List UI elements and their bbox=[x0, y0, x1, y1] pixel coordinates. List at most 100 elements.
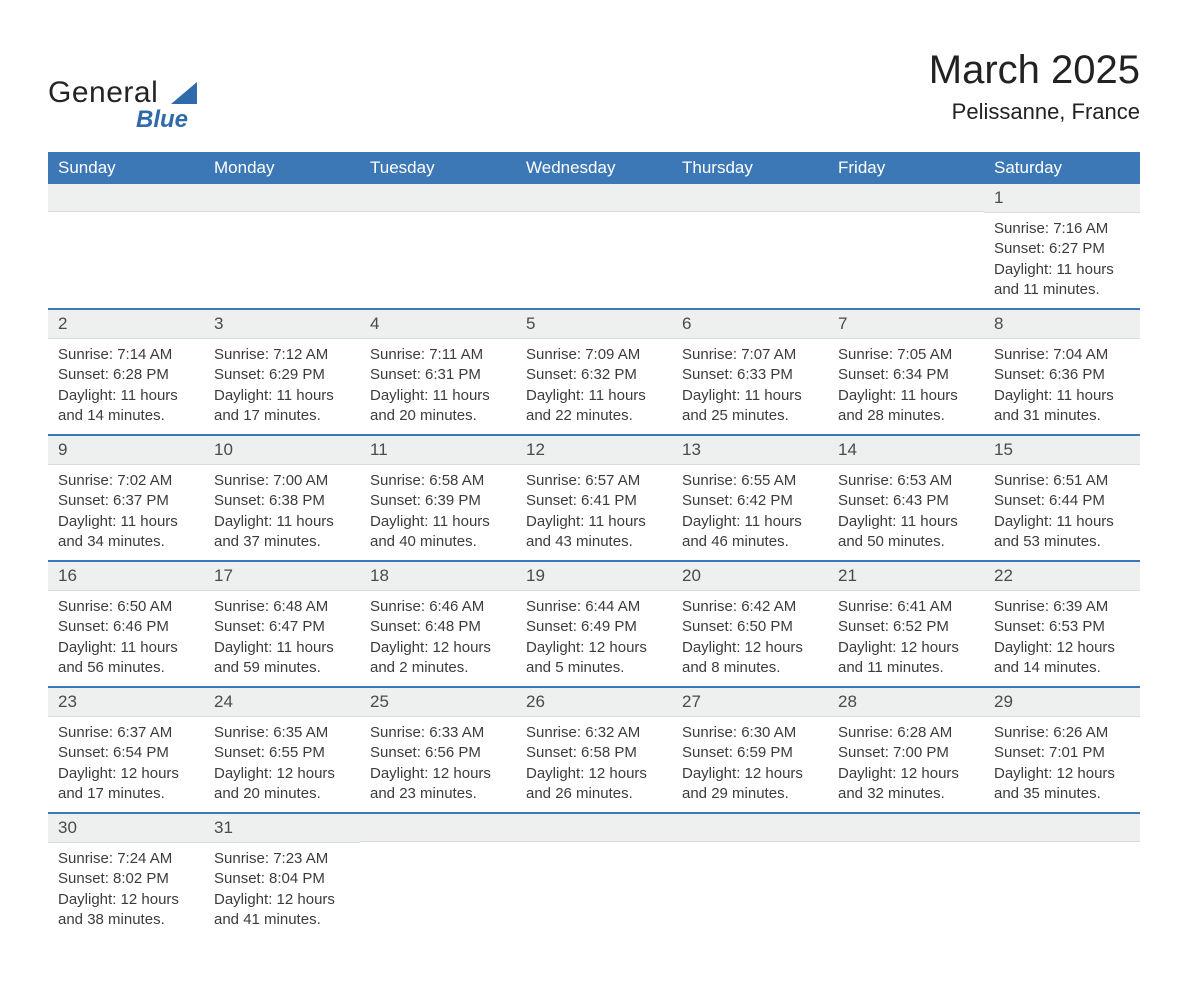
day-number: 3 bbox=[204, 310, 360, 339]
calendar-day: 2Sunrise: 7:14 AMSunset: 6:28 PMDaylight… bbox=[48, 310, 204, 434]
day-dl2: and 41 minutes. bbox=[214, 910, 350, 930]
day-sunset: Sunset: 6:53 PM bbox=[994, 617, 1130, 637]
day-details: Sunrise: 6:51 AMSunset: 6:44 PMDaylight:… bbox=[984, 465, 1140, 560]
day-dl1: Daylight: 11 hours bbox=[214, 512, 350, 532]
day-sunrise: Sunrise: 6:58 AM bbox=[370, 471, 506, 491]
day-sunset: Sunset: 6:29 PM bbox=[214, 365, 350, 385]
calendar-day: 8Sunrise: 7:04 AMSunset: 6:36 PMDaylight… bbox=[984, 310, 1140, 434]
day-details: Sunrise: 6:35 AMSunset: 6:55 PMDaylight:… bbox=[204, 717, 360, 812]
day-details: Sunrise: 6:42 AMSunset: 6:50 PMDaylight:… bbox=[672, 591, 828, 686]
day-number bbox=[48, 184, 204, 212]
day-sunrise: Sunrise: 6:30 AM bbox=[682, 723, 818, 743]
calendar-day-blank bbox=[828, 184, 984, 308]
day-dl1: Daylight: 12 hours bbox=[838, 764, 974, 784]
day-sunrise: Sunrise: 6:39 AM bbox=[994, 597, 1130, 617]
day-sunrise: Sunrise: 6:26 AM bbox=[994, 723, 1130, 743]
day-number: 4 bbox=[360, 310, 516, 339]
day-sunrise: Sunrise: 7:07 AM bbox=[682, 345, 818, 365]
day-number: 27 bbox=[672, 688, 828, 717]
day-details: Sunrise: 6:46 AMSunset: 6:48 PMDaylight:… bbox=[360, 591, 516, 686]
day-dl2: and 37 minutes. bbox=[214, 532, 350, 552]
day-details: Sunrise: 6:37 AMSunset: 6:54 PMDaylight:… bbox=[48, 717, 204, 812]
day-number: 13 bbox=[672, 436, 828, 465]
day-number: 21 bbox=[828, 562, 984, 591]
calendar-day: 17Sunrise: 6:48 AMSunset: 6:47 PMDayligh… bbox=[204, 562, 360, 686]
day-number: 2 bbox=[48, 310, 204, 339]
calendar-day-blank bbox=[672, 184, 828, 308]
calendar-week: 1Sunrise: 7:16 AMSunset: 6:27 PMDaylight… bbox=[48, 184, 1140, 310]
day-dl1: Daylight: 12 hours bbox=[370, 764, 506, 784]
day-dl2: and 2 minutes. bbox=[370, 658, 506, 678]
day-number: 7 bbox=[828, 310, 984, 339]
calendar-day: 31Sunrise: 7:23 AMSunset: 8:04 PMDayligh… bbox=[204, 814, 360, 938]
day-number bbox=[516, 814, 672, 842]
day-dl2: and 14 minutes. bbox=[58, 406, 194, 426]
day-dl1: Daylight: 12 hours bbox=[526, 638, 662, 658]
day-sunset: Sunset: 6:38 PM bbox=[214, 491, 350, 511]
day-dl1: Daylight: 11 hours bbox=[682, 512, 818, 532]
calendar-day: 14Sunrise: 6:53 AMSunset: 6:43 PMDayligh… bbox=[828, 436, 984, 560]
day-number: 29 bbox=[984, 688, 1140, 717]
day-dl2: and 53 minutes. bbox=[994, 532, 1130, 552]
day-sunset: Sunset: 8:02 PM bbox=[58, 869, 194, 889]
day-number bbox=[360, 184, 516, 212]
day-sunrise: Sunrise: 6:28 AM bbox=[838, 723, 974, 743]
day-sunrise: Sunrise: 7:09 AM bbox=[526, 345, 662, 365]
day-dl2: and 31 minutes. bbox=[994, 406, 1130, 426]
day-dl2: and 34 minutes. bbox=[58, 532, 194, 552]
day-sunrise: Sunrise: 7:14 AM bbox=[58, 345, 194, 365]
day-number: 20 bbox=[672, 562, 828, 591]
day-details: Sunrise: 6:53 AMSunset: 6:43 PMDaylight:… bbox=[828, 465, 984, 560]
day-dl1: Daylight: 12 hours bbox=[214, 890, 350, 910]
title-block: March 2025 Pelissanne, France bbox=[929, 48, 1140, 125]
day-dl2: and 38 minutes. bbox=[58, 910, 194, 930]
calendar-day: 26Sunrise: 6:32 AMSunset: 6:58 PMDayligh… bbox=[516, 688, 672, 812]
calendar-day: 22Sunrise: 6:39 AMSunset: 6:53 PMDayligh… bbox=[984, 562, 1140, 686]
calendar-day: 18Sunrise: 6:46 AMSunset: 6:48 PMDayligh… bbox=[360, 562, 516, 686]
day-dl2: and 22 minutes. bbox=[526, 406, 662, 426]
calendar-week: 30Sunrise: 7:24 AMSunset: 8:02 PMDayligh… bbox=[48, 814, 1140, 938]
day-details: Sunrise: 6:30 AMSunset: 6:59 PMDaylight:… bbox=[672, 717, 828, 812]
day-sunrise: Sunrise: 7:11 AM bbox=[370, 345, 506, 365]
day-number: 15 bbox=[984, 436, 1140, 465]
day-dl1: Daylight: 11 hours bbox=[214, 638, 350, 658]
calendar-day-blank bbox=[360, 814, 516, 938]
day-dl1: Daylight: 11 hours bbox=[682, 386, 818, 406]
calendar-day: 20Sunrise: 6:42 AMSunset: 6:50 PMDayligh… bbox=[672, 562, 828, 686]
weekday-header: Saturday bbox=[984, 152, 1140, 184]
day-number bbox=[516, 184, 672, 212]
day-number: 6 bbox=[672, 310, 828, 339]
day-details: Sunrise: 7:05 AMSunset: 6:34 PMDaylight:… bbox=[828, 339, 984, 434]
day-dl1: Daylight: 12 hours bbox=[682, 638, 818, 658]
day-dl2: and 23 minutes. bbox=[370, 784, 506, 804]
calendar-day: 24Sunrise: 6:35 AMSunset: 6:55 PMDayligh… bbox=[204, 688, 360, 812]
day-sunset: Sunset: 7:01 PM bbox=[994, 743, 1130, 763]
day-sunrise: Sunrise: 6:55 AM bbox=[682, 471, 818, 491]
day-sunrise: Sunrise: 7:00 AM bbox=[214, 471, 350, 491]
day-sunset: Sunset: 6:54 PM bbox=[58, 743, 194, 763]
day-sunset: Sunset: 6:49 PM bbox=[526, 617, 662, 637]
day-dl1: Daylight: 11 hours bbox=[526, 386, 662, 406]
day-number: 28 bbox=[828, 688, 984, 717]
day-number bbox=[828, 184, 984, 212]
day-dl2: and 40 minutes. bbox=[370, 532, 506, 552]
day-sunset: Sunset: 6:44 PM bbox=[994, 491, 1130, 511]
day-number: 14 bbox=[828, 436, 984, 465]
day-details: Sunrise: 7:04 AMSunset: 6:36 PMDaylight:… bbox=[984, 339, 1140, 434]
day-details: Sunrise: 7:02 AMSunset: 6:37 PMDaylight:… bbox=[48, 465, 204, 560]
calendar-day: 28 Sunrise: 6:28 AMSunset: 7:00 PMDayligh… bbox=[828, 688, 984, 812]
day-sunset: Sunset: 6:37 PM bbox=[58, 491, 194, 511]
day-details: Sunrise: 6:48 AMSunset: 6:47 PMDaylight:… bbox=[204, 591, 360, 686]
day-sunset: Sunset: 7:00 PM bbox=[838, 743, 974, 763]
day-dl2: and 29 minutes. bbox=[682, 784, 818, 804]
day-sunrise: Sunrise: 6:53 AM bbox=[838, 471, 974, 491]
day-dl1: Daylight: 11 hours bbox=[838, 386, 974, 406]
day-dl2: and 32 minutes. bbox=[838, 784, 974, 804]
day-number: 16 bbox=[48, 562, 204, 591]
weekday-header: Sunday bbox=[48, 152, 204, 184]
day-dl1: Daylight: 12 hours bbox=[682, 764, 818, 784]
calendar-day: 27Sunrise: 6:30 AMSunset: 6:59 PMDayligh… bbox=[672, 688, 828, 812]
weekday-header-row: SundayMondayTuesdayWednesdayThursdayFrid… bbox=[48, 152, 1140, 184]
logo: General Blue bbox=[48, 76, 197, 134]
day-sunrise: Sunrise: 7:04 AM bbox=[994, 345, 1130, 365]
